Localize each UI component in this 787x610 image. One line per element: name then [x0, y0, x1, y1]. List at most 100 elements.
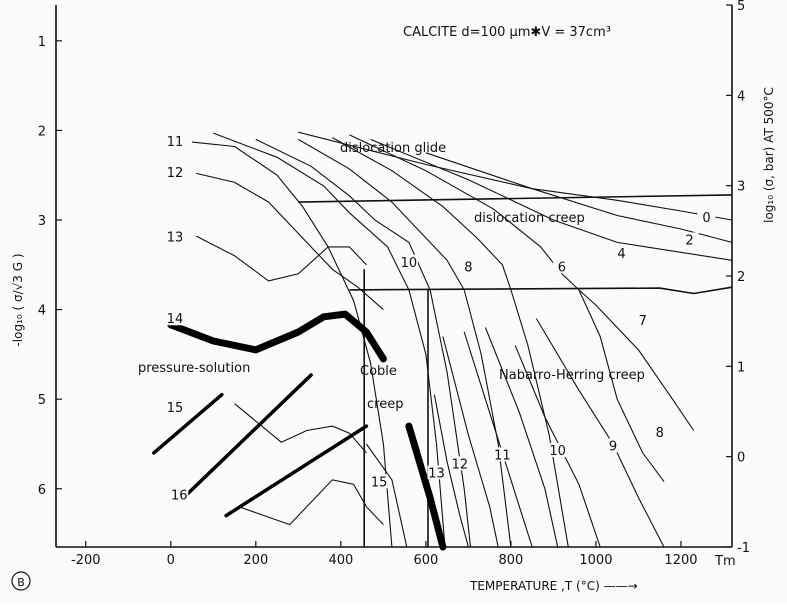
contour-label-bg: [166, 133, 185, 148]
contour-label-bg: [552, 259, 571, 274]
right-tick-label: 3: [737, 180, 745, 195]
region-label-coble: Coble: [360, 364, 397, 379]
contour-line-6: [255, 138, 472, 548]
contour-label: 13: [428, 466, 445, 481]
y-tick-label: 2: [38, 124, 46, 139]
contour-line-20: [365, 443, 408, 548]
contour-label-bg: [650, 425, 669, 440]
contour-line-4: [238, 479, 384, 526]
x-tick-label: 1200: [664, 553, 697, 568]
contour-labels: 11 12 13 14 15 16 10 8 6 4 20 7 8 9 10 11 12 13 15: [166, 133, 716, 504]
contour-label-bg: [603, 438, 622, 453]
plot-frame: [55, 5, 733, 548]
contour-label: 4: [617, 247, 625, 262]
y-axis-ticks: 1 2 3 4 5 6: [38, 35, 62, 498]
x-tick-label: 200: [243, 553, 268, 568]
contour-label-bg: [399, 254, 418, 269]
right-tick-label: 5: [737, 0, 745, 14]
region-label-dislocation-glide: dislocation glide: [340, 141, 446, 156]
contour-line-1: [196, 172, 384, 311]
right-tick-label: 0: [737, 451, 745, 466]
y-tick-label: 4: [38, 304, 46, 319]
contour-label: 12: [452, 457, 469, 472]
contour-label: 15: [167, 401, 184, 416]
contour-label-bg: [548, 442, 567, 457]
contour-label-bg: [633, 313, 652, 328]
right-tick-label: 2: [737, 270, 745, 285]
y-tick-label: 5: [38, 393, 46, 408]
contour-label: 8: [464, 260, 472, 275]
x-tick-label: 0: [167, 553, 175, 568]
contour-line-12: [298, 131, 733, 221]
region-label-dislocation-creep: dislocation creep: [474, 211, 585, 226]
contour-label-bg: [612, 245, 631, 260]
chart-title: CALCITE d=100 µm✱V = 37cm³: [403, 25, 611, 40]
contour-label: 11: [167, 135, 184, 150]
contour-label: 12: [167, 166, 184, 181]
panel-label-circle: [11, 571, 31, 591]
contour-line-2: [196, 235, 367, 282]
contour-label: 11: [494, 448, 511, 463]
contour-line-17: [463, 331, 533, 548]
x-tick-label: -200: [71, 553, 101, 568]
contour-label: 15: [371, 475, 388, 490]
right-tick-label: 4: [737, 89, 745, 104]
contour-line-18: [442, 336, 499, 548]
contour-line-19: [433, 394, 469, 548]
contour-label: 0: [702, 211, 710, 226]
x-tick-label: 600: [413, 553, 438, 568]
contour-line-7: [298, 138, 512, 548]
x-axis-title: TEMPERATURE ,T (°C) ——→: [469, 579, 638, 593]
contour-label-bg: [450, 456, 469, 471]
x-tick-label: 1000: [579, 553, 612, 568]
contour-label-bg: [680, 232, 699, 247]
y-tick-label: 1: [38, 35, 46, 50]
contour-line-16: [484, 327, 559, 548]
x-tick-label: 400: [328, 553, 353, 568]
contour-label: 10: [549, 444, 566, 459]
contour-line-9: [349, 134, 665, 482]
contour-label-bg: [166, 399, 185, 414]
right-axis-ticks: -1 0 1 2 3 4 5: [726, 0, 750, 556]
thick-curve-14: [167, 310, 387, 363]
solution-line-1: [152, 392, 224, 455]
contour-line-13: [578, 289, 695, 431]
right-tick-label: -1: [737, 541, 750, 556]
contour-label: 8: [656, 426, 664, 441]
x-axis-end-label: Tm: [714, 554, 736, 569]
contour-label-bg: [459, 259, 478, 274]
region-label-creep: creep: [367, 397, 403, 412]
thick-paths: [152, 310, 447, 551]
thick-curve-coble: [405, 422, 447, 551]
region-label-pressure-solution: pressure-solution: [138, 361, 250, 376]
region-label-nabarro-herring: Nabarro-Herring creep: [499, 368, 645, 383]
contour-line-5: [213, 132, 446, 548]
y-axis-title-right: log₁₀ (σ, bar) AT 500°C: [762, 87, 776, 223]
contour-label: 6: [558, 260, 566, 275]
contour-label: 13: [167, 231, 184, 246]
y-tick-label: 3: [38, 214, 46, 229]
regime-boundary-1: [349, 286, 733, 295]
contour-line-14: [535, 318, 665, 548]
contour-label: 10: [401, 256, 418, 271]
contour-label: 14: [167, 312, 184, 327]
contour-label-bg: [170, 487, 189, 502]
contour-label-bg: [697, 210, 716, 225]
contour-label-bg: [427, 465, 446, 480]
contour-label: 16: [171, 489, 188, 504]
contour-line-8: [332, 137, 569, 548]
contour-label-bg: [166, 165, 185, 180]
contour-label: 9: [609, 439, 617, 454]
x-axis-ticks: -200 0 200 400 600 800 1000 1200: [71, 541, 698, 568]
solution-line-2: [181, 373, 313, 500]
contour-label: 7: [639, 314, 647, 329]
y-tick-label: 6: [38, 483, 46, 498]
contour-label: 2: [685, 233, 693, 248]
solution-line-3: [224, 424, 369, 518]
regime-boundaries: [298, 194, 733, 547]
strain-rate-contours: [192, 131, 733, 548]
contour-label-bg: [166, 229, 185, 244]
contour-label-bg: [493, 447, 512, 462]
